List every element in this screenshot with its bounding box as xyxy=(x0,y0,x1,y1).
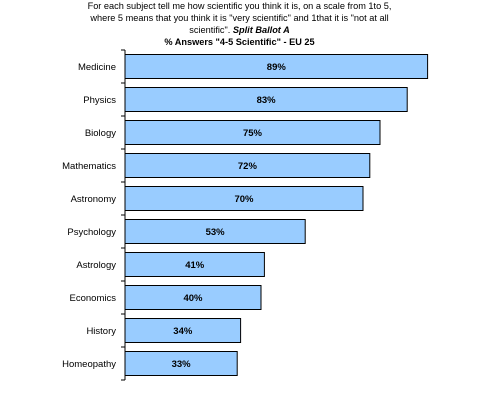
value-label-medicine: 89% xyxy=(267,62,287,73)
category-label-medicine: Medicine xyxy=(78,62,116,73)
axis-group xyxy=(121,49,126,381)
bar-astrology xyxy=(124,252,265,277)
value-labels-group: 89% 83% 75% 72% 70% 53% 41% 40% 34% 33% xyxy=(172,62,287,370)
category-label-biology: Biology xyxy=(85,128,116,139)
bar-physics xyxy=(124,87,408,112)
question-line-3-wrap: scientific". Split Ballot A xyxy=(0,24,479,36)
category-label-economics: Economics xyxy=(70,293,117,304)
bar-homeopathy xyxy=(124,351,238,376)
bar-astronomy xyxy=(124,186,364,211)
chart-header: For each subject tell me how scientific … xyxy=(0,0,479,48)
value-label-history: 34% xyxy=(173,326,193,337)
category-label-homeopathy: Homeopathy xyxy=(62,359,116,370)
bars-group xyxy=(124,54,429,376)
category-label-psychology: Psychology xyxy=(67,227,116,238)
bar-economics xyxy=(124,285,262,310)
question-line-3: scientific". xyxy=(189,25,231,35)
bar-mathematics xyxy=(124,153,371,178)
bar-medicine xyxy=(124,54,429,79)
category-label-astrology: Astrology xyxy=(76,260,116,271)
category-label-mathematics: Mathematics xyxy=(62,161,116,172)
ballot-label: Split Ballot A xyxy=(232,25,290,35)
value-label-mathematics: 72% xyxy=(238,161,258,172)
category-label-physics: Physics xyxy=(83,95,116,106)
value-label-homeopathy: 33% xyxy=(172,359,192,370)
value-label-psychology: 53% xyxy=(206,227,226,238)
value-label-biology: 75% xyxy=(243,128,263,139)
bar-biology xyxy=(124,120,381,145)
value-label-economics: 40% xyxy=(183,293,203,304)
category-label-history: History xyxy=(86,326,116,337)
chart-subtitle: % Answers "4-5 Scientific" - EU 25 xyxy=(164,37,315,47)
value-label-physics: 83% xyxy=(257,95,277,106)
value-label-astrology: 41% xyxy=(185,260,205,271)
question-line-2: where 5 means that you think it is "very… xyxy=(90,13,389,23)
category-label-astronomy: Astronomy xyxy=(71,194,117,205)
value-label-astronomy: 70% xyxy=(234,194,254,205)
question-line-1: For each subject tell me how scientific … xyxy=(87,1,392,11)
category-labels-group: Medicine Physics Biology Mathematics Astrono… xyxy=(62,62,116,370)
bar-history xyxy=(124,318,242,343)
bar-psychology xyxy=(124,219,306,244)
